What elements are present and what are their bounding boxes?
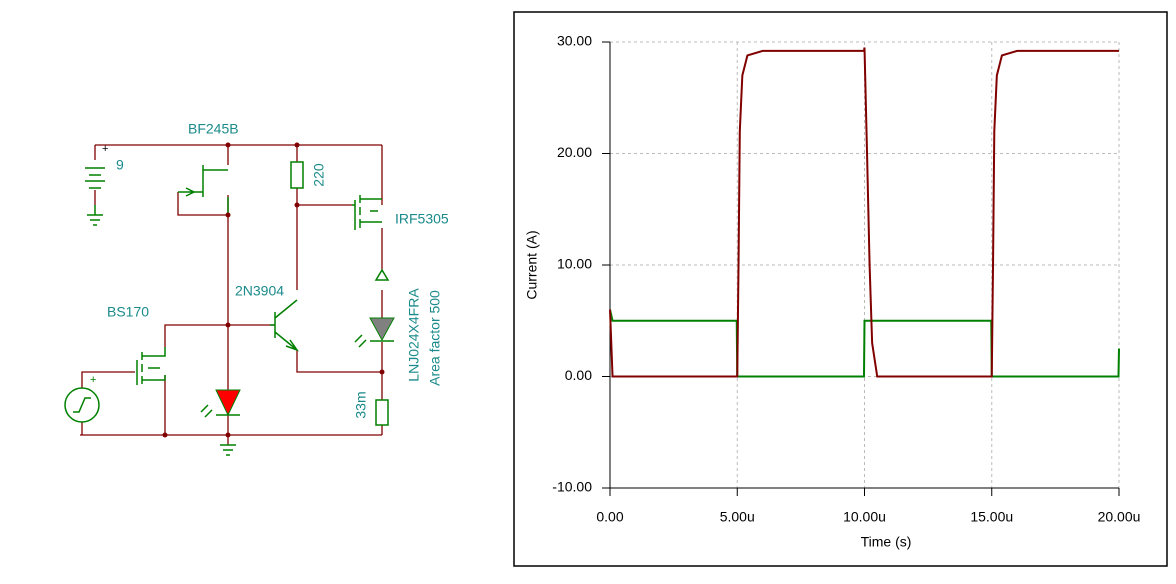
y-tick-label: 30.00 (557, 33, 592, 49)
component-label: BS170 (107, 304, 149, 320)
x-tick-label: 0.00 (596, 509, 623, 525)
component-label: BF245B (188, 121, 239, 137)
component-label: 2N3904 (235, 283, 284, 299)
circuit: BF245B 9 220 IRF5305 2N3904 BS170 LNJ024… (64, 121, 449, 456)
y-axis-label: Current (A) (524, 230, 540, 299)
x-tick-label: 20.00u (1098, 509, 1141, 525)
component-label: IRF5305 (395, 211, 449, 227)
y-tick-label: 20.00 (557, 144, 592, 160)
polarity: + (90, 374, 96, 386)
x-tick-label: 15.00u (970, 509, 1013, 525)
y-tick-label: -10.00 (552, 479, 592, 495)
y-tick-label: 0.00 (565, 367, 592, 383)
series-line (609, 47, 1119, 378)
component-label: 9 (116, 157, 124, 173)
x-tick-label: 5.00u (720, 509, 755, 525)
x-tick-label: 10.00u (843, 509, 886, 525)
component-label: Area factor 500 (427, 290, 443, 386)
chart-frame (513, 11, 1168, 567)
component-label: 33m (353, 391, 369, 418)
y-tick-label: 10.00 (557, 256, 592, 272)
polarity: + (102, 143, 108, 155)
component-label: LNJ024X4FRA (406, 288, 422, 382)
component-label: 220 (311, 163, 327, 187)
series-line (609, 309, 1120, 378)
x-axis-label: Time (s) (861, 534, 912, 550)
